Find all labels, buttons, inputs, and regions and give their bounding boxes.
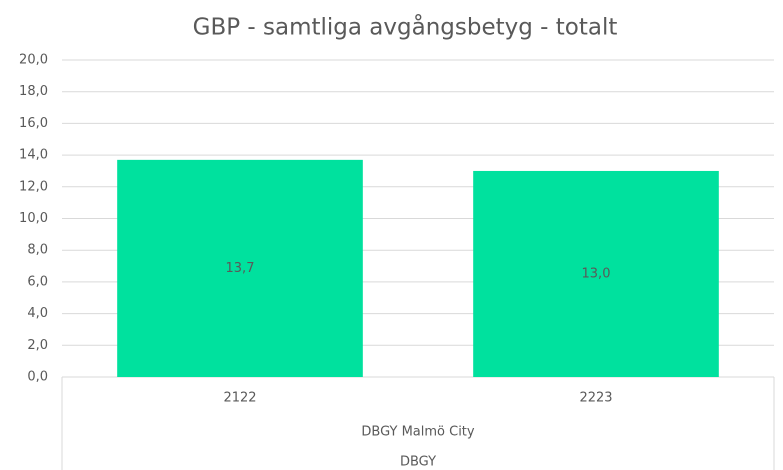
y-tick-label: 16,0 (19, 116, 48, 131)
y-tick-label: 2,0 (27, 338, 48, 353)
y-tick-label: 4,0 (27, 306, 48, 321)
chart-title: GBP - samtliga avgångsbetyg - totalt (193, 13, 618, 41)
y-tick-label: 14,0 (19, 148, 48, 163)
data-label: 13,7 (226, 261, 255, 276)
bar (117, 159, 363, 377)
y-tick-label: 20,0 (19, 53, 48, 68)
x-tick-label: 2122 (223, 391, 256, 406)
y-tick-label: 8,0 (27, 243, 48, 258)
y-tick-label: 0,0 (27, 370, 48, 385)
data-label: 13,0 (582, 266, 611, 281)
y-tick-label: 12,0 (19, 179, 48, 194)
x-tick-label: 2223 (579, 391, 612, 406)
category-group-label: DBGY Malmö City (361, 425, 475, 440)
y-tick-label: 10,0 (19, 211, 48, 226)
y-tick-label: 6,0 (27, 274, 48, 289)
category-group-label: DBGY (400, 455, 436, 470)
y-tick-label: 18,0 (19, 84, 48, 99)
bar (473, 170, 719, 377)
